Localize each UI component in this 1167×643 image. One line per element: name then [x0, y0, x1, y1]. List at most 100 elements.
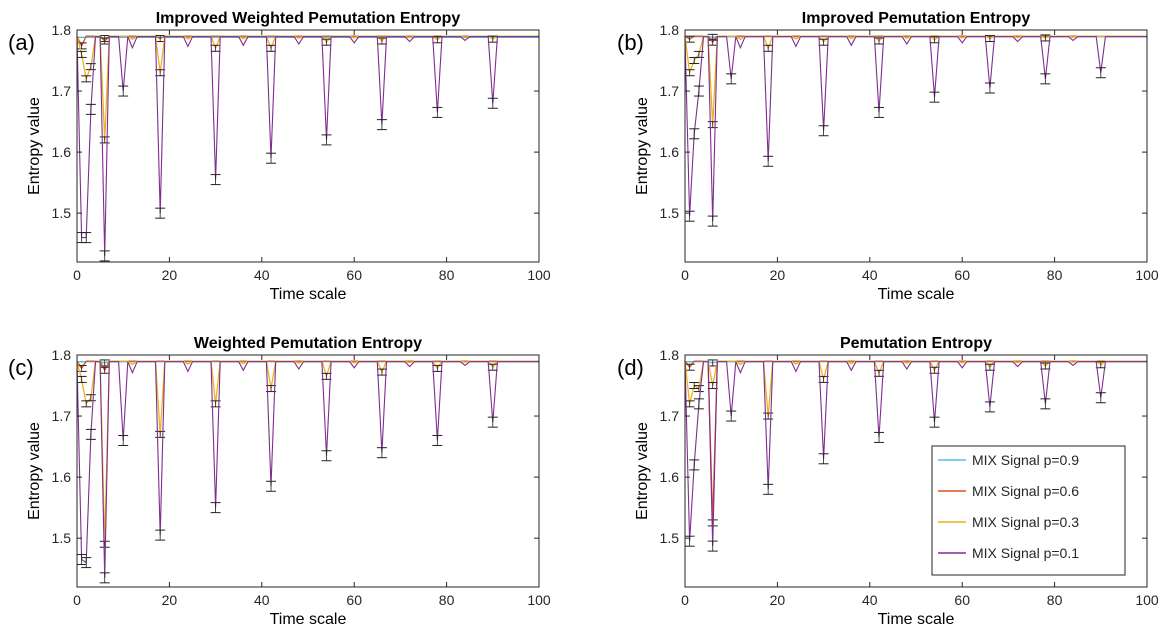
error-bar: [76, 375, 87, 383]
x-tick-label: 0: [681, 267, 689, 283]
y-tick-label: 1.8: [52, 347, 72, 363]
series-line: [684, 36, 1147, 222]
error-bar: [85, 394, 96, 402]
error-bar: [707, 38, 718, 46]
y-tick-label: 1.6: [52, 469, 72, 485]
error-bar: [707, 540, 718, 552]
error-bar: [376, 447, 387, 459]
error-bar: [376, 119, 387, 131]
y-tick-label: 1.6: [52, 144, 72, 160]
error-bar: [487, 97, 498, 109]
error-bar: [321, 38, 332, 46]
series-line: [684, 35, 1147, 125]
error-bar: [818, 453, 829, 465]
error-bar: [726, 410, 737, 422]
error-bar: [984, 82, 995, 94]
x-axis-label: Time scale: [270, 611, 347, 628]
y-tick-label: 1.6: [660, 144, 680, 160]
error-bar: [118, 85, 129, 97]
legend: MIX Signal p=0.9 MIX Signal p=0.6 MIX Sign…: [931, 445, 1126, 576]
error-bar: [155, 529, 166, 541]
x-tick-label: 20: [770, 592, 786, 608]
error-bar: [432, 364, 443, 372]
error-bar: [1095, 67, 1106, 79]
series-line: [76, 360, 539, 372]
y-tick-label: 1.7: [52, 83, 72, 99]
error-bar: [818, 38, 829, 46]
x-tick-label: 80: [1047, 592, 1063, 608]
error-bar: [155, 207, 166, 219]
y-tick-label: 1.7: [52, 408, 72, 424]
error-bar: [76, 50, 87, 58]
y-tick-label: 1.5: [52, 530, 72, 546]
x-tick-label: 100: [527, 267, 551, 283]
error-bar: [693, 85, 704, 97]
error-bar: [726, 73, 737, 85]
error-bar: [763, 412, 774, 420]
error-bar: [1040, 73, 1051, 85]
y-tick-label: 1.8: [660, 347, 680, 363]
y-axis-label: Entropy value: [26, 97, 43, 195]
error-bar: [99, 37, 110, 45]
error-bar: [432, 434, 443, 446]
error-bar: [210, 502, 221, 514]
series-line: [684, 361, 1147, 547]
y-axis-label: Entropy value: [634, 422, 651, 520]
error-bar: [874, 106, 885, 118]
x-tick-label: 100: [527, 592, 551, 608]
chart-title: Improved Weighted Pemutation Entropy: [156, 10, 461, 27]
error-bar: [210, 44, 221, 52]
x-tick-label: 40: [862, 592, 878, 608]
error-bar: [763, 44, 774, 52]
axes-box: [76, 354, 540, 588]
x-tick-label: 80: [439, 267, 455, 283]
chart-title: Weighted Pemutation Entropy: [194, 335, 422, 352]
x-axis-label: Time scale: [270, 286, 347, 303]
error-bar: [376, 37, 387, 45]
series-line: [77, 36, 539, 40]
x-tick-label: 60: [346, 592, 362, 608]
error-bar: [81, 75, 92, 83]
error-bar: [693, 385, 704, 393]
error-bar: [76, 42, 87, 50]
series-line: [76, 36, 539, 256]
error-bar: [874, 37, 885, 45]
error-bar: [99, 540, 110, 548]
error-bar: [487, 363, 498, 371]
legend-entry: MIX Signal p=0.6: [972, 483, 1079, 499]
panel-b: (b) Improved Pemutation Entropy 0 20 40 60 80 1…: [617, 10, 1159, 303]
y-axis-label: Entropy value: [26, 422, 43, 520]
error-bar: [321, 134, 332, 146]
panel-c: (c) Weighted Pemutation Entropy 0 20 40 60 80 1…: [8, 335, 551, 628]
x-tick-label: 40: [254, 592, 270, 608]
error-bar: [155, 430, 166, 438]
error-bar: [874, 431, 885, 443]
axes-box: [684, 354, 1148, 588]
error-bar: [376, 368, 387, 376]
axes-box: [76, 29, 540, 263]
error-bar: [85, 63, 96, 71]
error-bar: [1040, 34, 1051, 42]
y-tick-label: 1.5: [52, 205, 72, 221]
y-tick-label: 1.5: [660, 205, 680, 221]
y-tick-label: 1.7: [660, 408, 680, 424]
x-tick-label: 20: [770, 267, 786, 283]
error-bar: [929, 91, 940, 103]
y-tick-label: 1.8: [52, 22, 72, 38]
x-tick-label: 40: [862, 267, 878, 283]
x-axis-label: Time scale: [878, 611, 955, 628]
error-bar: [984, 35, 995, 43]
error-bar: [1040, 398, 1051, 410]
error-bar: [487, 35, 498, 43]
panel-label: (c): [8, 355, 34, 380]
error-bar: [210, 174, 221, 186]
error-bar: [99, 136, 110, 144]
error-bar: [81, 232, 92, 244]
error-bar: [118, 434, 129, 446]
x-tick-label: 80: [1047, 267, 1063, 283]
x-axis-label: Time scale: [878, 286, 955, 303]
error-bar: [85, 428, 96, 440]
error-bar: [487, 416, 498, 428]
x-tick-label: 60: [954, 592, 970, 608]
